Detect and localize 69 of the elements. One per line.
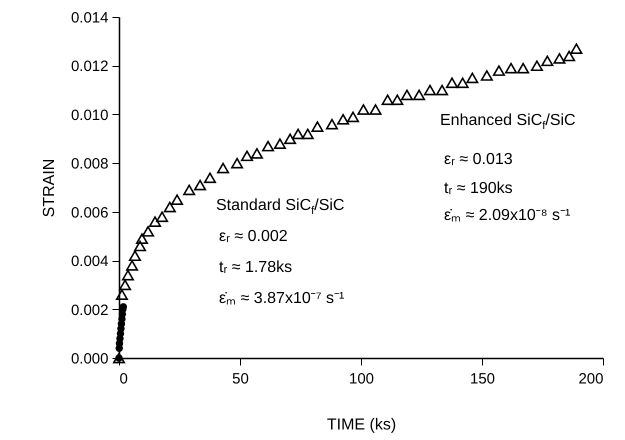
x-tick-label: 100: [348, 370, 374, 388]
point: [357, 104, 370, 115]
point: [446, 77, 458, 88]
y-tick-label: 0.004: [70, 253, 108, 270]
point: [400, 90, 414, 100]
y-tick-label: 0.000: [70, 350, 108, 368]
y-tick-label: 0.002: [70, 302, 108, 319]
annotation: εᵣ ≈ 0.002: [219, 228, 288, 245]
y-tick-label: 0.014: [70, 10, 108, 26]
x-axis-title: TIME (ks): [326, 416, 396, 434]
x-tick-label: 0: [120, 370, 128, 388]
annotation: ε̇ₘ ≈ 3.87x10⁻⁷ s⁻¹: [219, 290, 344, 307]
point: [231, 158, 244, 168]
x-tick-label: 200: [578, 370, 604, 388]
point: [156, 211, 168, 222]
annotation: ε̇ₘ ≈ 2.09x10⁻⁸ s⁻¹: [444, 207, 570, 224]
point: [194, 180, 206, 190]
y-tick-label: 0.008: [70, 156, 108, 173]
point: [302, 128, 314, 140]
point: [466, 72, 478, 84]
y-tick-label: 0.012: [70, 58, 108, 76]
point: [126, 260, 138, 271]
y-tick-label: 0.010: [70, 106, 108, 124]
point: [142, 226, 154, 237]
point: [369, 104, 382, 115]
point: [204, 172, 216, 184]
point: [284, 133, 296, 144]
point: [116, 289, 128, 300]
point: [337, 114, 350, 125]
annotation: tᵣ ≈ 190ks: [444, 180, 513, 197]
point: [570, 43, 582, 54]
point: [413, 90, 426, 100]
point: [149, 216, 162, 227]
point: [274, 138, 286, 149]
point: [530, 60, 543, 72]
point: [436, 84, 448, 96]
point: [517, 62, 530, 74]
point: [171, 194, 184, 206]
point: [240, 150, 254, 162]
point: [136, 233, 148, 244]
point: [292, 128, 304, 140]
point: [480, 70, 493, 81]
point: [346, 112, 360, 122]
point: [424, 84, 436, 96]
point: [504, 62, 518, 74]
x-tick-label: 150: [470, 370, 496, 388]
y-tick-label: 0.006: [70, 204, 108, 222]
point: [134, 240, 146, 252]
point: [262, 140, 274, 152]
annotation: εᵣ ≈ 0.013: [444, 151, 513, 168]
point: [382, 94, 394, 106]
point: [456, 77, 469, 88]
point: [128, 250, 142, 262]
point: [492, 65, 505, 76]
point: [311, 121, 324, 132]
annotation: tᵣ ≈ 1.78ks: [219, 259, 292, 276]
point: [563, 50, 576, 62]
y-axis-title: STRAIN: [40, 158, 58, 218]
point: [119, 280, 132, 290]
point: [326, 118, 338, 130]
point: [541, 56, 554, 66]
point: [183, 184, 196, 196]
point: [553, 53, 566, 64]
x-tick-label: 50: [232, 370, 249, 388]
point: [250, 148, 263, 159]
point: [164, 202, 176, 212]
point: [122, 270, 134, 281]
point: [217, 162, 230, 174]
point: [391, 94, 404, 106]
